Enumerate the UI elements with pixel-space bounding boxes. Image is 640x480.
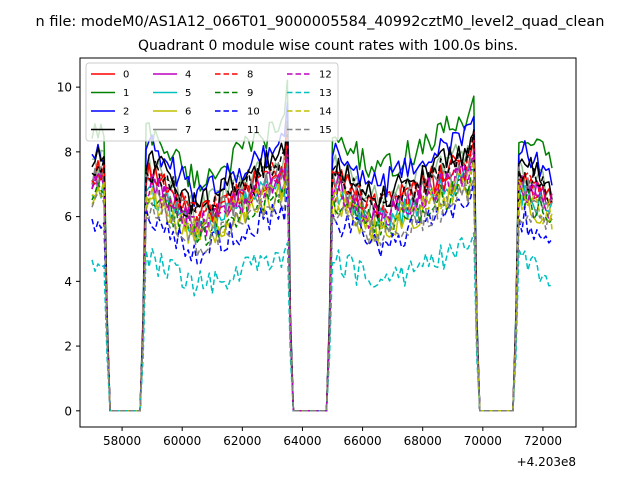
x-tick-label: 64000 bbox=[283, 434, 321, 448]
legend-label: 4 bbox=[185, 70, 191, 81]
legend-label: 6 bbox=[185, 107, 191, 118]
legend-label: 14 bbox=[319, 107, 332, 118]
legend-label: 9 bbox=[247, 88, 253, 99]
y-tick-label: 8 bbox=[64, 145, 72, 159]
plot-area bbox=[91, 79, 553, 412]
series-line-2 bbox=[91, 101, 553, 412]
series-line-8 bbox=[91, 129, 553, 412]
series-line-15 bbox=[91, 161, 553, 412]
x-axis: 58000 60000 62000 64000 66000 68000 70000 72000 bbox=[103, 427, 562, 448]
legend-label: 1 bbox=[123, 88, 129, 99]
legend-label: 5 bbox=[185, 88, 191, 99]
legend-label: 7 bbox=[185, 125, 191, 136]
legend-label: 3 bbox=[123, 125, 129, 136]
x-axis-offset-label: +4.203e8 bbox=[517, 455, 576, 469]
x-tick-label: 58000 bbox=[103, 434, 141, 448]
figure-suptitle: n file: modeM0/AS1A12_066T01_9000005584_… bbox=[36, 14, 605, 30]
legend-frame bbox=[85, 62, 339, 142]
series-line-4 bbox=[91, 150, 553, 412]
series-line-6 bbox=[91, 177, 553, 412]
y-tick-label: 10 bbox=[57, 81, 72, 95]
legend-label: 13 bbox=[319, 88, 332, 99]
x-tick-label: 70000 bbox=[464, 434, 502, 448]
series-line-9 bbox=[91, 154, 553, 412]
legend-label: 15 bbox=[319, 125, 332, 136]
y-tick-label: 2 bbox=[64, 340, 72, 354]
y-axis: 0 2 4 6 8 10 bbox=[57, 81, 80, 418]
legend-label: 10 bbox=[247, 107, 260, 118]
x-tick-label: 60000 bbox=[163, 434, 201, 448]
axes-frame bbox=[79, 57, 577, 428]
series-line-11 bbox=[91, 129, 553, 412]
series-line-13 bbox=[91, 232, 553, 412]
x-tick-label: 66000 bbox=[343, 434, 381, 448]
series-line-14 bbox=[91, 160, 553, 412]
y-tick-label: 0 bbox=[64, 404, 72, 418]
x-tick-label: 68000 bbox=[404, 434, 442, 448]
y-tick-label: 6 bbox=[64, 210, 72, 224]
legend-label: 8 bbox=[247, 70, 253, 81]
series-line-12 bbox=[91, 149, 553, 412]
legend-label: 0 bbox=[123, 70, 129, 81]
x-tick-label: 62000 bbox=[223, 434, 261, 448]
legend-label: 2 bbox=[123, 107, 129, 118]
x-tick-label: 72000 bbox=[524, 434, 562, 448]
chart-title: Quadrant 0 module wise count rates with … bbox=[138, 38, 518, 54]
legend-label: 12 bbox=[319, 70, 332, 81]
series-line-3 bbox=[91, 120, 553, 412]
legend-label: 11 bbox=[247, 125, 260, 136]
y-tick-label: 4 bbox=[64, 275, 72, 289]
